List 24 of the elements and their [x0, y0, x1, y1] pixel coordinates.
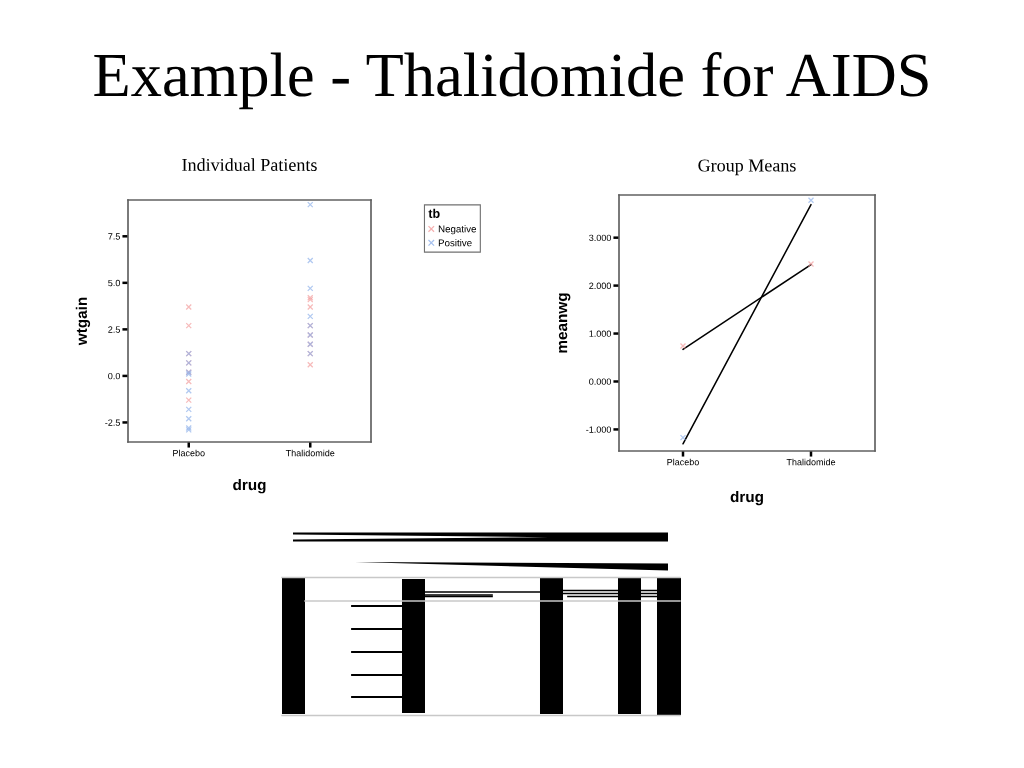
legend-label: Positive: [438, 239, 472, 247]
y-axis-title: wtgain: [75, 297, 91, 346]
y-tick-label: 7.5: [108, 233, 120, 240]
x-tick-label: Thalidomide: [285, 449, 335, 457]
y-tick-label: 1.000: [589, 330, 612, 337]
x-axis-title: drug: [730, 490, 763, 506]
x-tick-label: Placebo: [667, 458, 699, 466]
y-tick-label: 0.000: [589, 378, 612, 385]
y-tick-label: -2.5: [105, 419, 120, 426]
y-axis-title: meanwg: [558, 293, 571, 353]
chart-title: Group Means: [698, 159, 796, 176]
x-tick-label: Thalidomide: [786, 458, 836, 466]
y-tick-label: 2.5: [108, 326, 120, 333]
x-axis-title: drug: [233, 479, 266, 494]
y-tick-label: 2.000: [589, 282, 612, 289]
y-tick-label: 0.0: [108, 372, 121, 380]
y-tick-label: -1.000: [586, 426, 612, 433]
text: Example - Thalidomide for AIDS: [94, 51, 928, 110]
legend-label: Negative: [438, 225, 477, 235]
legend-title: tb: [428, 208, 440, 218]
x-tick-label: Placebo: [173, 449, 205, 457]
y-tick-label: 3.000: [589, 234, 612, 242]
y-tick-label: 5.0: [108, 279, 121, 287]
chart-title: Individual Patients: [182, 158, 317, 172]
